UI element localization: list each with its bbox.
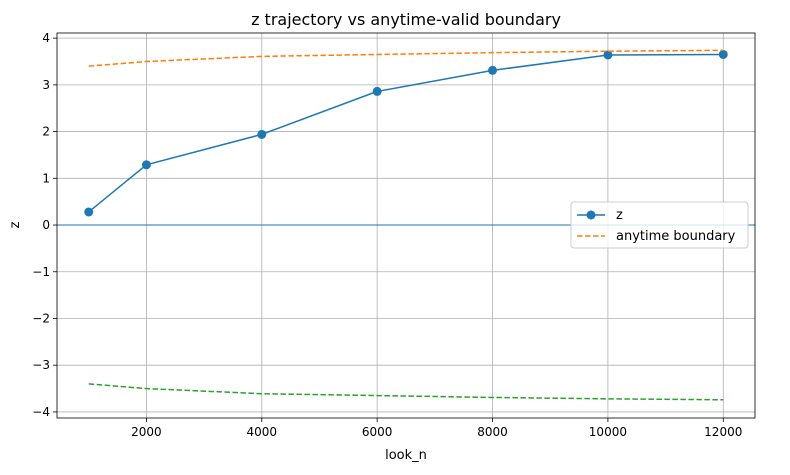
y-tick-label: 3 [42, 78, 50, 92]
z-point [141, 160, 151, 170]
z-point [257, 129, 267, 139]
x-axis-label: look_n [385, 448, 427, 463]
z-point [488, 65, 498, 75]
series-line-1 [88, 49, 724, 67]
y-tick-label: −1 [32, 265, 50, 279]
x-tick-label: 6000 [362, 425, 393, 439]
y-tick-label: 0 [42, 218, 50, 232]
x-tick-label: 2000 [131, 425, 162, 439]
x-tick-label: 10000 [589, 425, 627, 439]
legend: z anytime boundary [570, 201, 749, 249]
z-point [84, 207, 94, 217]
y-tick-label: −4 [32, 405, 50, 419]
y-tick-label: 4 [42, 31, 50, 45]
chart-title: z trajectory vs anytime-valid boundary [251, 10, 561, 29]
plot-area [57, 49, 755, 401]
y-axis-label: z [8, 221, 23, 228]
axes-frame [56, 32, 756, 419]
y-tick-label: −3 [32, 358, 50, 372]
x-tick-label: 8000 [477, 425, 508, 439]
x-tick-label: 12000 [704, 425, 742, 439]
x-tick-label: 4000 [247, 425, 278, 439]
series-line-0 [88, 53, 724, 213]
ticks: 2000 4000 6000 8000 10000 12000 −4 −3 −2 −1 0 1 2 3 4 [32, 31, 742, 439]
z-point [603, 50, 613, 60]
legend-boundary-label: anytime boundary [616, 229, 736, 244]
z-point [372, 86, 382, 96]
legend-z-marker [586, 210, 596, 220]
legend-z-label: z [616, 208, 623, 223]
y-tick-label: 1 [42, 171, 50, 185]
y-tick-label: −2 [32, 311, 50, 325]
series-line-2 [88, 383, 724, 401]
y-tick-label: 2 [42, 125, 50, 139]
z-point [718, 49, 728, 59]
legend-box [570, 201, 749, 249]
